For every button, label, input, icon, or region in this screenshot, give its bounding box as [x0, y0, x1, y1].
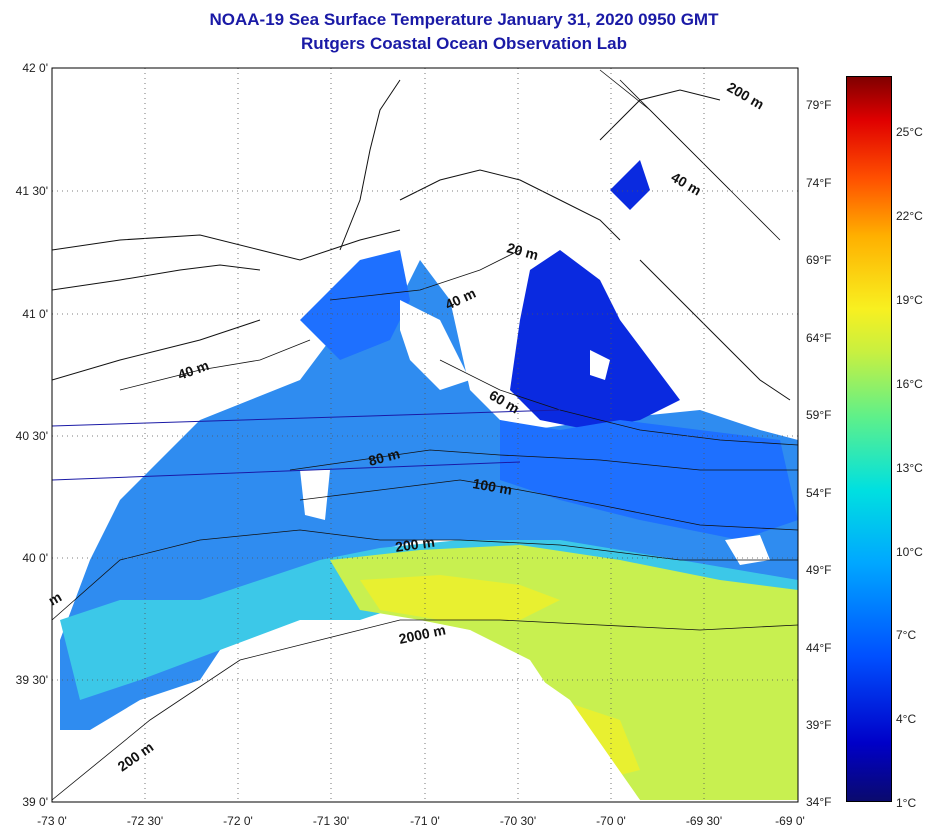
colorbar-c-label: 1°C [896, 796, 917, 810]
colorbar-c-label: 22°C [896, 209, 923, 223]
colorbar-f-label: 79°F [806, 98, 832, 112]
lon-label: -71 30' [312, 814, 350, 828]
isobath-label: 40 m [176, 357, 211, 383]
lon-label: -69 0' [775, 814, 805, 828]
lon-label: -70 0' [596, 814, 626, 828]
sst-field-cold [510, 160, 680, 430]
lon-label: -72 30' [126, 814, 164, 828]
lat-label: 40 30' [15, 429, 48, 443]
lon-label: -70 30' [499, 814, 537, 828]
isobath-label: 40 m [443, 285, 479, 313]
isobath-label: 40 m [669, 169, 705, 199]
lat-label: 39 0' [22, 795, 48, 809]
lat-label: 39 30' [15, 673, 48, 687]
isobath-label: 200 m [725, 79, 767, 113]
isobath-label: 100 m [471, 475, 513, 498]
lon-label: -71 0' [410, 814, 440, 828]
colorbar-f-label: 54°F [806, 486, 832, 500]
lat-label: 42 0' [22, 61, 48, 75]
colorbar-c-label: 13°C [896, 461, 923, 475]
colorbar-f-label: 44°F [806, 641, 832, 655]
lon-label: -72 0' [223, 814, 253, 828]
isobath-label: m [46, 589, 65, 609]
lon-label: -73 0' [37, 814, 67, 828]
colorbar-c-label: 25°C [896, 125, 923, 139]
lat-label: 41 0' [22, 307, 48, 321]
isobath-lines [52, 69, 798, 801]
colorbar-f-label: 39°F [806, 718, 832, 732]
map-title: NOAA-19 Sea Surface Temperature January … [209, 10, 719, 29]
sst-field-mid [300, 250, 798, 540]
lat-label: 40 0' [22, 551, 48, 565]
temperature-colorbar [846, 76, 892, 802]
isobath-label: 80 m [367, 445, 402, 469]
colorbar-c-label: 7°C [896, 628, 917, 642]
isobath-label: 20 m [505, 239, 540, 263]
colorbar-f-label: 64°F [806, 331, 832, 345]
lon-label: -69 30' [685, 814, 723, 828]
cloud-gaps [60, 300, 770, 800]
isobath-label: 200 m [394, 534, 436, 555]
colorbar-c-label: 10°C [896, 545, 923, 559]
plot-frame [51, 67, 799, 803]
colorbar-c-label: 16°C [896, 377, 923, 391]
transect-lines [52, 409, 561, 481]
lat-label: 41 30' [15, 184, 48, 198]
colorbar-f-label: 34°F [806, 795, 832, 809]
colorbar-c-label: 4°C [896, 712, 917, 726]
colorbar-f-label: 49°F [806, 563, 832, 577]
colorbar-c-label: 19°C [896, 293, 923, 307]
colorbar-f-label: 74°F [806, 176, 832, 190]
colorbar-f-label: 69°F [806, 253, 832, 267]
colorbar-f-label: 59°F [806, 408, 832, 422]
map-subtitle: Rutgers Coastal Ocean Observation Lab [301, 34, 627, 53]
